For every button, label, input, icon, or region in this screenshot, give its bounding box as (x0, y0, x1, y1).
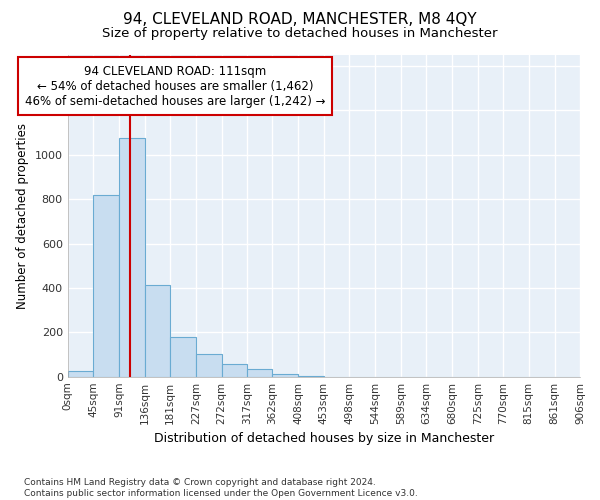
Text: 94, CLEVELAND ROAD, MANCHESTER, M8 4QY: 94, CLEVELAND ROAD, MANCHESTER, M8 4QY (123, 12, 477, 28)
Bar (170, 336, 196, 376)
Y-axis label: Number of detached properties: Number of detached properties (16, 123, 29, 309)
Bar (93, 195, 119, 376)
Bar (196, 354, 221, 376)
Bar (119, 138, 145, 376)
Text: Size of property relative to detached houses in Manchester: Size of property relative to detached ho… (102, 28, 498, 40)
Bar (145, 284, 170, 376)
Text: 94 CLEVELAND ROAD: 111sqm
← 54% of detached houses are smaller (1,462)
46% of se: 94 CLEVELAND ROAD: 111sqm ← 54% of detac… (25, 64, 325, 108)
Bar (221, 364, 247, 376)
Text: Contains HM Land Registry data © Crown copyright and database right 2024.
Contai: Contains HM Land Registry data © Crown c… (24, 478, 418, 498)
Bar (247, 369, 272, 376)
Bar (272, 374, 298, 376)
X-axis label: Distribution of detached houses by size in Manchester: Distribution of detached houses by size … (154, 432, 494, 445)
Bar (68, 371, 93, 376)
